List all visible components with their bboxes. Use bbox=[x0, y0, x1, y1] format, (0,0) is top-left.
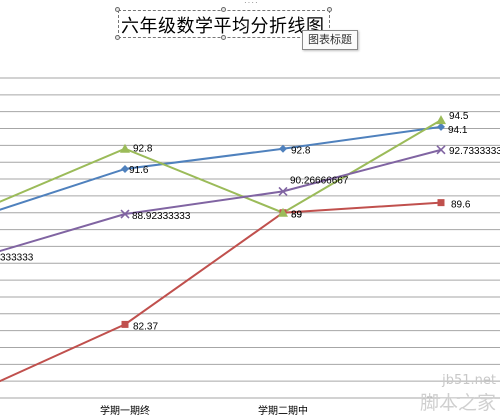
data-label: 82.37 bbox=[133, 321, 158, 332]
marker-triangle bbox=[278, 207, 288, 217]
marker-square bbox=[121, 320, 129, 328]
chart-title[interactable]: 六年级数学平均分折线图 bbox=[121, 16, 325, 37]
title-handle-bottom-left[interactable] bbox=[115, 35, 120, 40]
series-line-2 bbox=[0, 119, 442, 214]
gridlines bbox=[0, 77, 500, 399]
data-label: 89 bbox=[291, 210, 303, 221]
data-label: 94.5 bbox=[449, 111, 469, 122]
x-tick-labels: 学期一期终 学期二期中 bbox=[100, 404, 308, 417]
marker-x bbox=[120, 209, 130, 219]
marker-x bbox=[436, 145, 446, 155]
data-label: 92.8 bbox=[133, 144, 153, 155]
data-label: 90.26666667 bbox=[290, 175, 349, 186]
title-handle-top-left[interactable] bbox=[115, 7, 120, 12]
marker-diamond bbox=[279, 144, 287, 153]
title-handle-top-right[interactable] bbox=[327, 7, 332, 12]
chart-title-tooltip: 图表标题 bbox=[302, 30, 358, 50]
series-line-1 bbox=[0, 201, 442, 383]
marker-diamond bbox=[121, 164, 129, 173]
watermark-site: jb51.net bbox=[442, 373, 496, 388]
x-tick-label: 学期二期中 bbox=[258, 404, 308, 417]
data-label: 88.92333333 bbox=[132, 211, 191, 222]
marker-square bbox=[437, 199, 445, 207]
series-line-3 bbox=[0, 148, 442, 253]
data-label: 94.1 bbox=[448, 125, 468, 136]
marker-diamond bbox=[437, 122, 445, 131]
data-labels: 91.692.894.182.378989.692.88994.588.9233… bbox=[0, 111, 500, 332]
marker-x-stroke bbox=[120, 209, 130, 219]
series-line-0 bbox=[0, 125, 442, 211]
marker-triangle bbox=[436, 115, 446, 125]
marker-x-stroke bbox=[278, 186, 288, 196]
data-label: 89 bbox=[291, 210, 303, 221]
x-tick-label: 学期一期终 bbox=[100, 404, 150, 417]
series-markers bbox=[120, 115, 446, 328]
title-handle-bottom-center[interactable] bbox=[221, 35, 226, 40]
watermark: jb51.net 脚本之家 bbox=[420, 373, 496, 415]
data-label: 92.8 bbox=[291, 146, 311, 157]
marker-x bbox=[278, 186, 288, 196]
marker-x-stroke bbox=[436, 145, 446, 155]
chart-title-box[interactable]: 六年级数学平均分折线图 bbox=[118, 10, 330, 38]
data-label: 92.7333333 bbox=[449, 146, 500, 157]
resize-grip[interactable]: ···· bbox=[244, 0, 259, 7]
data-label-stub: 333333 bbox=[0, 253, 34, 264]
series-lines bbox=[0, 119, 442, 383]
title-handle-top-center[interactable] bbox=[221, 7, 226, 12]
marker-triangle bbox=[120, 143, 130, 153]
data-label: 91.6 bbox=[129, 165, 149, 176]
data-label: 89.6 bbox=[451, 200, 471, 211]
watermark-name: 脚本之家 bbox=[419, 392, 496, 414]
